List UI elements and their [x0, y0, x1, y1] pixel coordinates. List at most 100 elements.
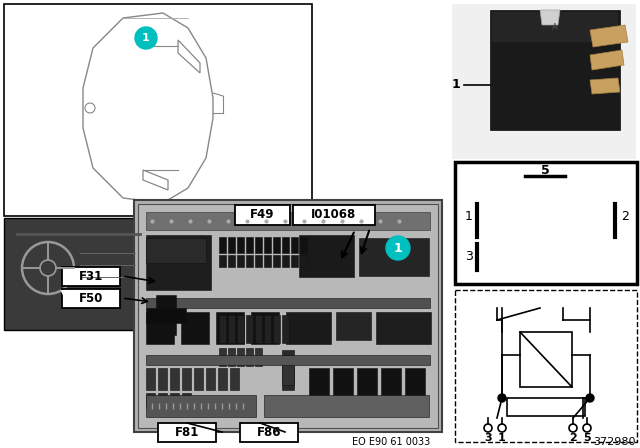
- Bar: [146, 235, 211, 290]
- Bar: [492, 12, 618, 42]
- Bar: [293, 205, 375, 225]
- Text: F86: F86: [257, 426, 281, 439]
- Bar: [282, 355, 294, 385]
- Bar: [381, 368, 401, 396]
- Bar: [219, 348, 226, 366]
- Bar: [158, 423, 216, 442]
- Bar: [228, 315, 235, 343]
- Bar: [273, 315, 280, 343]
- Text: EO E90 61 0033: EO E90 61 0033: [352, 437, 430, 447]
- Bar: [216, 312, 244, 344]
- Text: A: A: [552, 23, 558, 33]
- Bar: [376, 312, 431, 344]
- Circle shape: [586, 394, 594, 402]
- Bar: [158, 393, 167, 408]
- Bar: [455, 162, 637, 284]
- Polygon shape: [540, 10, 560, 25]
- Bar: [138, 204, 438, 428]
- Text: 3: 3: [465, 250, 473, 263]
- Polygon shape: [590, 78, 620, 94]
- Bar: [246, 255, 253, 267]
- Bar: [134, 200, 442, 432]
- Bar: [333, 368, 353, 396]
- Bar: [282, 255, 289, 267]
- Bar: [291, 237, 298, 253]
- Text: F31: F31: [79, 270, 103, 283]
- Bar: [273, 237, 280, 253]
- Text: 1: 1: [498, 433, 506, 443]
- Text: 1: 1: [394, 241, 403, 254]
- Bar: [146, 395, 256, 417]
- Bar: [237, 315, 244, 343]
- Bar: [300, 255, 307, 267]
- Bar: [228, 348, 235, 366]
- Bar: [251, 312, 279, 344]
- Text: F50: F50: [79, 292, 103, 305]
- Bar: [405, 368, 425, 396]
- Bar: [273, 255, 280, 267]
- Bar: [146, 393, 155, 408]
- Circle shape: [498, 394, 506, 402]
- Bar: [309, 368, 329, 396]
- Bar: [282, 315, 289, 343]
- Bar: [182, 393, 191, 408]
- Bar: [255, 237, 262, 253]
- Bar: [264, 315, 271, 343]
- Text: 2: 2: [621, 211, 629, 224]
- Bar: [336, 312, 371, 340]
- Circle shape: [135, 27, 157, 49]
- Bar: [255, 255, 262, 267]
- Bar: [146, 368, 155, 390]
- Bar: [359, 238, 429, 276]
- Bar: [357, 368, 377, 396]
- Bar: [255, 315, 262, 343]
- Bar: [219, 237, 226, 253]
- Bar: [62, 289, 120, 308]
- Bar: [246, 348, 253, 366]
- Bar: [235, 205, 290, 225]
- Bar: [228, 237, 235, 253]
- Bar: [237, 237, 244, 253]
- Bar: [146, 238, 206, 263]
- Bar: [264, 255, 271, 267]
- Bar: [452, 4, 636, 159]
- Polygon shape: [590, 50, 624, 70]
- Bar: [170, 368, 179, 390]
- Bar: [240, 423, 298, 442]
- Text: F81: F81: [175, 426, 199, 439]
- Bar: [62, 267, 120, 286]
- Bar: [299, 235, 354, 277]
- Bar: [246, 315, 253, 343]
- Bar: [490, 10, 620, 130]
- Bar: [520, 332, 572, 387]
- Text: 1: 1: [451, 78, 460, 91]
- Bar: [455, 290, 637, 442]
- Polygon shape: [590, 25, 628, 47]
- Bar: [194, 368, 203, 390]
- Bar: [264, 237, 271, 253]
- Bar: [230, 368, 239, 390]
- Bar: [170, 393, 179, 408]
- Bar: [146, 298, 430, 308]
- Text: F49: F49: [250, 208, 275, 221]
- Bar: [206, 368, 215, 390]
- Text: 5: 5: [541, 164, 549, 177]
- Bar: [4, 218, 144, 330]
- Bar: [264, 395, 429, 417]
- Bar: [219, 315, 226, 343]
- Bar: [255, 348, 262, 366]
- Bar: [237, 255, 244, 267]
- Bar: [282, 350, 294, 390]
- Bar: [291, 255, 298, 267]
- Bar: [219, 255, 226, 267]
- Text: I01068: I01068: [312, 208, 356, 221]
- Bar: [237, 348, 244, 366]
- Text: 372980: 372980: [593, 437, 636, 447]
- Bar: [4, 4, 312, 216]
- Bar: [282, 237, 289, 253]
- Text: 3: 3: [484, 433, 492, 443]
- Bar: [146, 212, 430, 230]
- Text: 1: 1: [142, 33, 150, 43]
- Bar: [146, 355, 430, 365]
- Bar: [300, 237, 307, 253]
